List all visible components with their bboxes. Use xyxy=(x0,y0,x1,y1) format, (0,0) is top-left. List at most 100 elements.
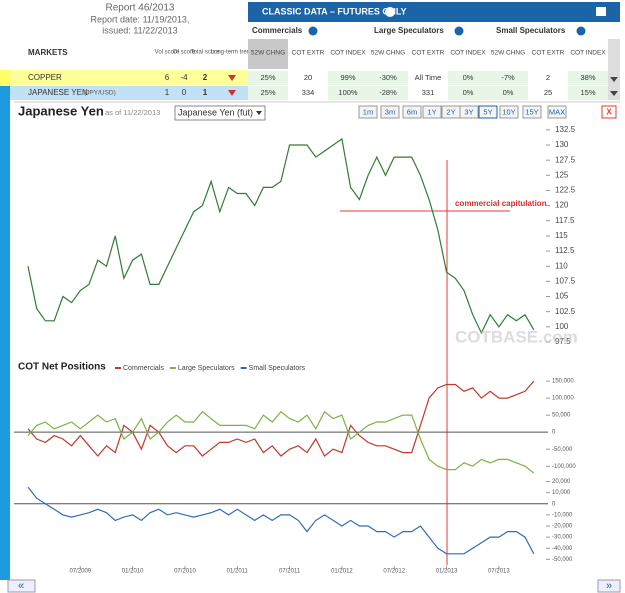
print-icon[interactable] xyxy=(596,7,606,16)
series-line xyxy=(27,410,535,474)
row-copper[interactable] xyxy=(10,70,248,85)
nav-next-label: » xyxy=(606,580,612,592)
column-header[interactable]: COT INDEX xyxy=(450,50,486,57)
score: 1 xyxy=(165,88,170,97)
y-tick-label: -20,000 xyxy=(552,524,573,530)
range-button[interactable] xyxy=(522,105,542,119)
range-button[interactable] xyxy=(422,105,442,119)
cell xyxy=(528,86,568,100)
score: 0 xyxy=(182,88,187,97)
cell-value: 25 xyxy=(544,88,552,97)
score: 2 xyxy=(203,73,208,82)
help-icon[interactable] xyxy=(385,7,395,17)
range-label: 15Y xyxy=(525,107,538,116)
report-date: Report date: 11/19/2013, xyxy=(91,14,190,24)
classic-header xyxy=(248,2,620,22)
market-name: JAPANESE YEN xyxy=(28,88,88,97)
y-tick-label: 130 xyxy=(555,140,569,149)
range-button[interactable] xyxy=(547,105,567,119)
cell-value: 38% xyxy=(580,73,595,82)
y-tick-label: 122.5 xyxy=(555,186,576,195)
y-tick-label: 120 xyxy=(555,201,569,210)
scroll-arrow[interactable] xyxy=(610,91,618,96)
nav-prev[interactable] xyxy=(7,579,36,593)
cell xyxy=(368,86,408,100)
legend-label: Large Speculators xyxy=(178,365,235,372)
score: 1 xyxy=(203,88,208,97)
y-tick-label: 100,000 xyxy=(552,396,574,402)
cell-value: -30% xyxy=(379,73,397,82)
group-header: Commercials xyxy=(252,26,303,35)
cot-title: COT Net Positions xyxy=(18,362,106,373)
cell-value: 25% xyxy=(260,73,275,82)
column-header[interactable]: 52W CHNG xyxy=(371,50,405,57)
y-tick-label: 20,000 xyxy=(552,479,571,485)
cell-value: 15% xyxy=(580,88,595,97)
y-tick-label: -100,000 xyxy=(552,464,576,470)
score: -4 xyxy=(180,73,188,82)
column-header[interactable]: COT EXTR xyxy=(412,50,445,57)
classic-title: CLASSIC DATA – FUTURES ONLY xyxy=(262,6,407,16)
annotation: commercial capitulation xyxy=(455,199,547,208)
y-tick-label: 107.5 xyxy=(555,276,576,285)
help-icon[interactable] xyxy=(576,26,586,36)
y-tick-label: 125 xyxy=(555,170,569,179)
y-tick-label: 0 xyxy=(552,501,556,507)
close-button[interactable] xyxy=(601,105,617,119)
chart-subtitle: as of 11/22/2013 xyxy=(105,108,160,117)
cell xyxy=(248,71,288,85)
range-button[interactable] xyxy=(380,105,400,119)
cell-value: 334 xyxy=(302,88,315,97)
nav-next[interactable] xyxy=(597,579,621,593)
cell-value: -28% xyxy=(379,88,397,97)
column-header[interactable]: COT INDEX xyxy=(330,50,366,57)
column-header[interactable]: COT EXTR xyxy=(532,50,565,57)
x-tick-label: 07/2009 xyxy=(69,569,91,575)
cell-value: All Time xyxy=(415,73,442,82)
column-header[interactable]: COT INDEX xyxy=(570,50,606,57)
y-tick-label: 150,000 xyxy=(552,379,574,385)
y-tick-label: 115 xyxy=(555,231,568,240)
y-tick-label: 97.5 xyxy=(555,337,571,346)
cell xyxy=(288,86,328,100)
cell-value: -7% xyxy=(501,73,515,82)
range-button[interactable] xyxy=(358,105,378,119)
cell xyxy=(328,71,368,85)
range-button[interactable] xyxy=(402,105,422,119)
y-tick-label: -30,000 xyxy=(552,535,573,541)
y-tick-label: -50,000 xyxy=(552,557,573,563)
market-symbol: (JPY/USD) xyxy=(84,90,116,97)
cell xyxy=(528,71,568,85)
legend-label: Small Speculators xyxy=(249,365,306,372)
column-header[interactable]: 52W CHNG xyxy=(251,50,285,57)
row-yen[interactable] xyxy=(10,86,248,100)
y-tick-label: 110 xyxy=(555,261,568,270)
x-tick-label: 07/2013 xyxy=(488,569,510,575)
help-icon[interactable] xyxy=(454,26,464,36)
range-button[interactable] xyxy=(478,105,498,119)
column-header[interactable]: 52W CHNG xyxy=(491,50,525,57)
range-button[interactable] xyxy=(499,105,519,119)
cell-value: 0% xyxy=(463,73,474,82)
trend-arrow xyxy=(228,90,236,96)
range-label: 6m xyxy=(407,107,417,116)
range-button[interactable] xyxy=(459,105,479,119)
market-header: Long-term trend xyxy=(211,50,254,56)
cell-value: 100% xyxy=(338,88,358,97)
scroll-arrow[interactable] xyxy=(610,77,618,82)
market-select[interactable] xyxy=(174,105,266,121)
help-icon[interactable] xyxy=(308,26,318,36)
market-name: COPPER xyxy=(28,73,62,82)
cell-value: 0% xyxy=(503,88,514,97)
cell xyxy=(248,86,288,100)
x-tick-label: 07/2012 xyxy=(383,569,405,575)
series-line xyxy=(27,380,535,457)
y-tick-label: 112.5 xyxy=(555,246,575,255)
x-tick-label: 01/2012 xyxy=(331,569,353,575)
range-label: 3m xyxy=(385,107,395,116)
column-header[interactable]: COT EXTR xyxy=(292,50,325,57)
y-tick-label: 105 xyxy=(555,292,569,301)
report-title: Report 46/2013 xyxy=(106,3,175,14)
cell xyxy=(368,71,408,85)
